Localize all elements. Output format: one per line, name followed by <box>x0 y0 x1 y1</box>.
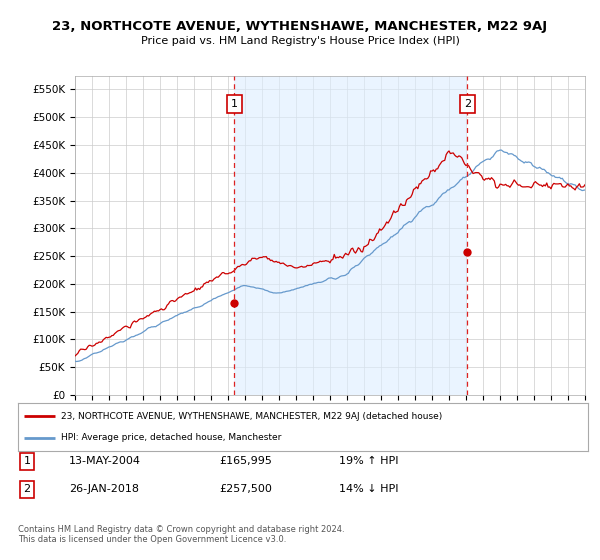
Text: HPI: Average price, detached house, Manchester: HPI: Average price, detached house, Manc… <box>61 433 281 442</box>
Text: Contains HM Land Registry data © Crown copyright and database right 2024.
This d: Contains HM Land Registry data © Crown c… <box>18 525 344 544</box>
Text: 1: 1 <box>23 456 31 466</box>
Text: 14% ↓ HPI: 14% ↓ HPI <box>339 484 398 494</box>
Text: £165,995: £165,995 <box>219 456 272 466</box>
Text: 19% ↑ HPI: 19% ↑ HPI <box>339 456 398 466</box>
Text: 23, NORTHCOTE AVENUE, WYTHENSHAWE, MANCHESTER, M22 9AJ (detached house): 23, NORTHCOTE AVENUE, WYTHENSHAWE, MANCH… <box>61 412 442 421</box>
Text: 2: 2 <box>23 484 31 494</box>
Text: 1: 1 <box>231 99 238 109</box>
Text: 23, NORTHCOTE AVENUE, WYTHENSHAWE, MANCHESTER, M22 9AJ: 23, NORTHCOTE AVENUE, WYTHENSHAWE, MANCH… <box>52 20 548 32</box>
Text: 2: 2 <box>464 99 471 109</box>
Text: Price paid vs. HM Land Registry's House Price Index (HPI): Price paid vs. HM Land Registry's House … <box>140 36 460 46</box>
Bar <box>234 76 467 395</box>
Text: £257,500: £257,500 <box>219 484 272 494</box>
Text: 13-MAY-2004: 13-MAY-2004 <box>69 456 141 466</box>
Text: 26-JAN-2018: 26-JAN-2018 <box>69 484 139 494</box>
